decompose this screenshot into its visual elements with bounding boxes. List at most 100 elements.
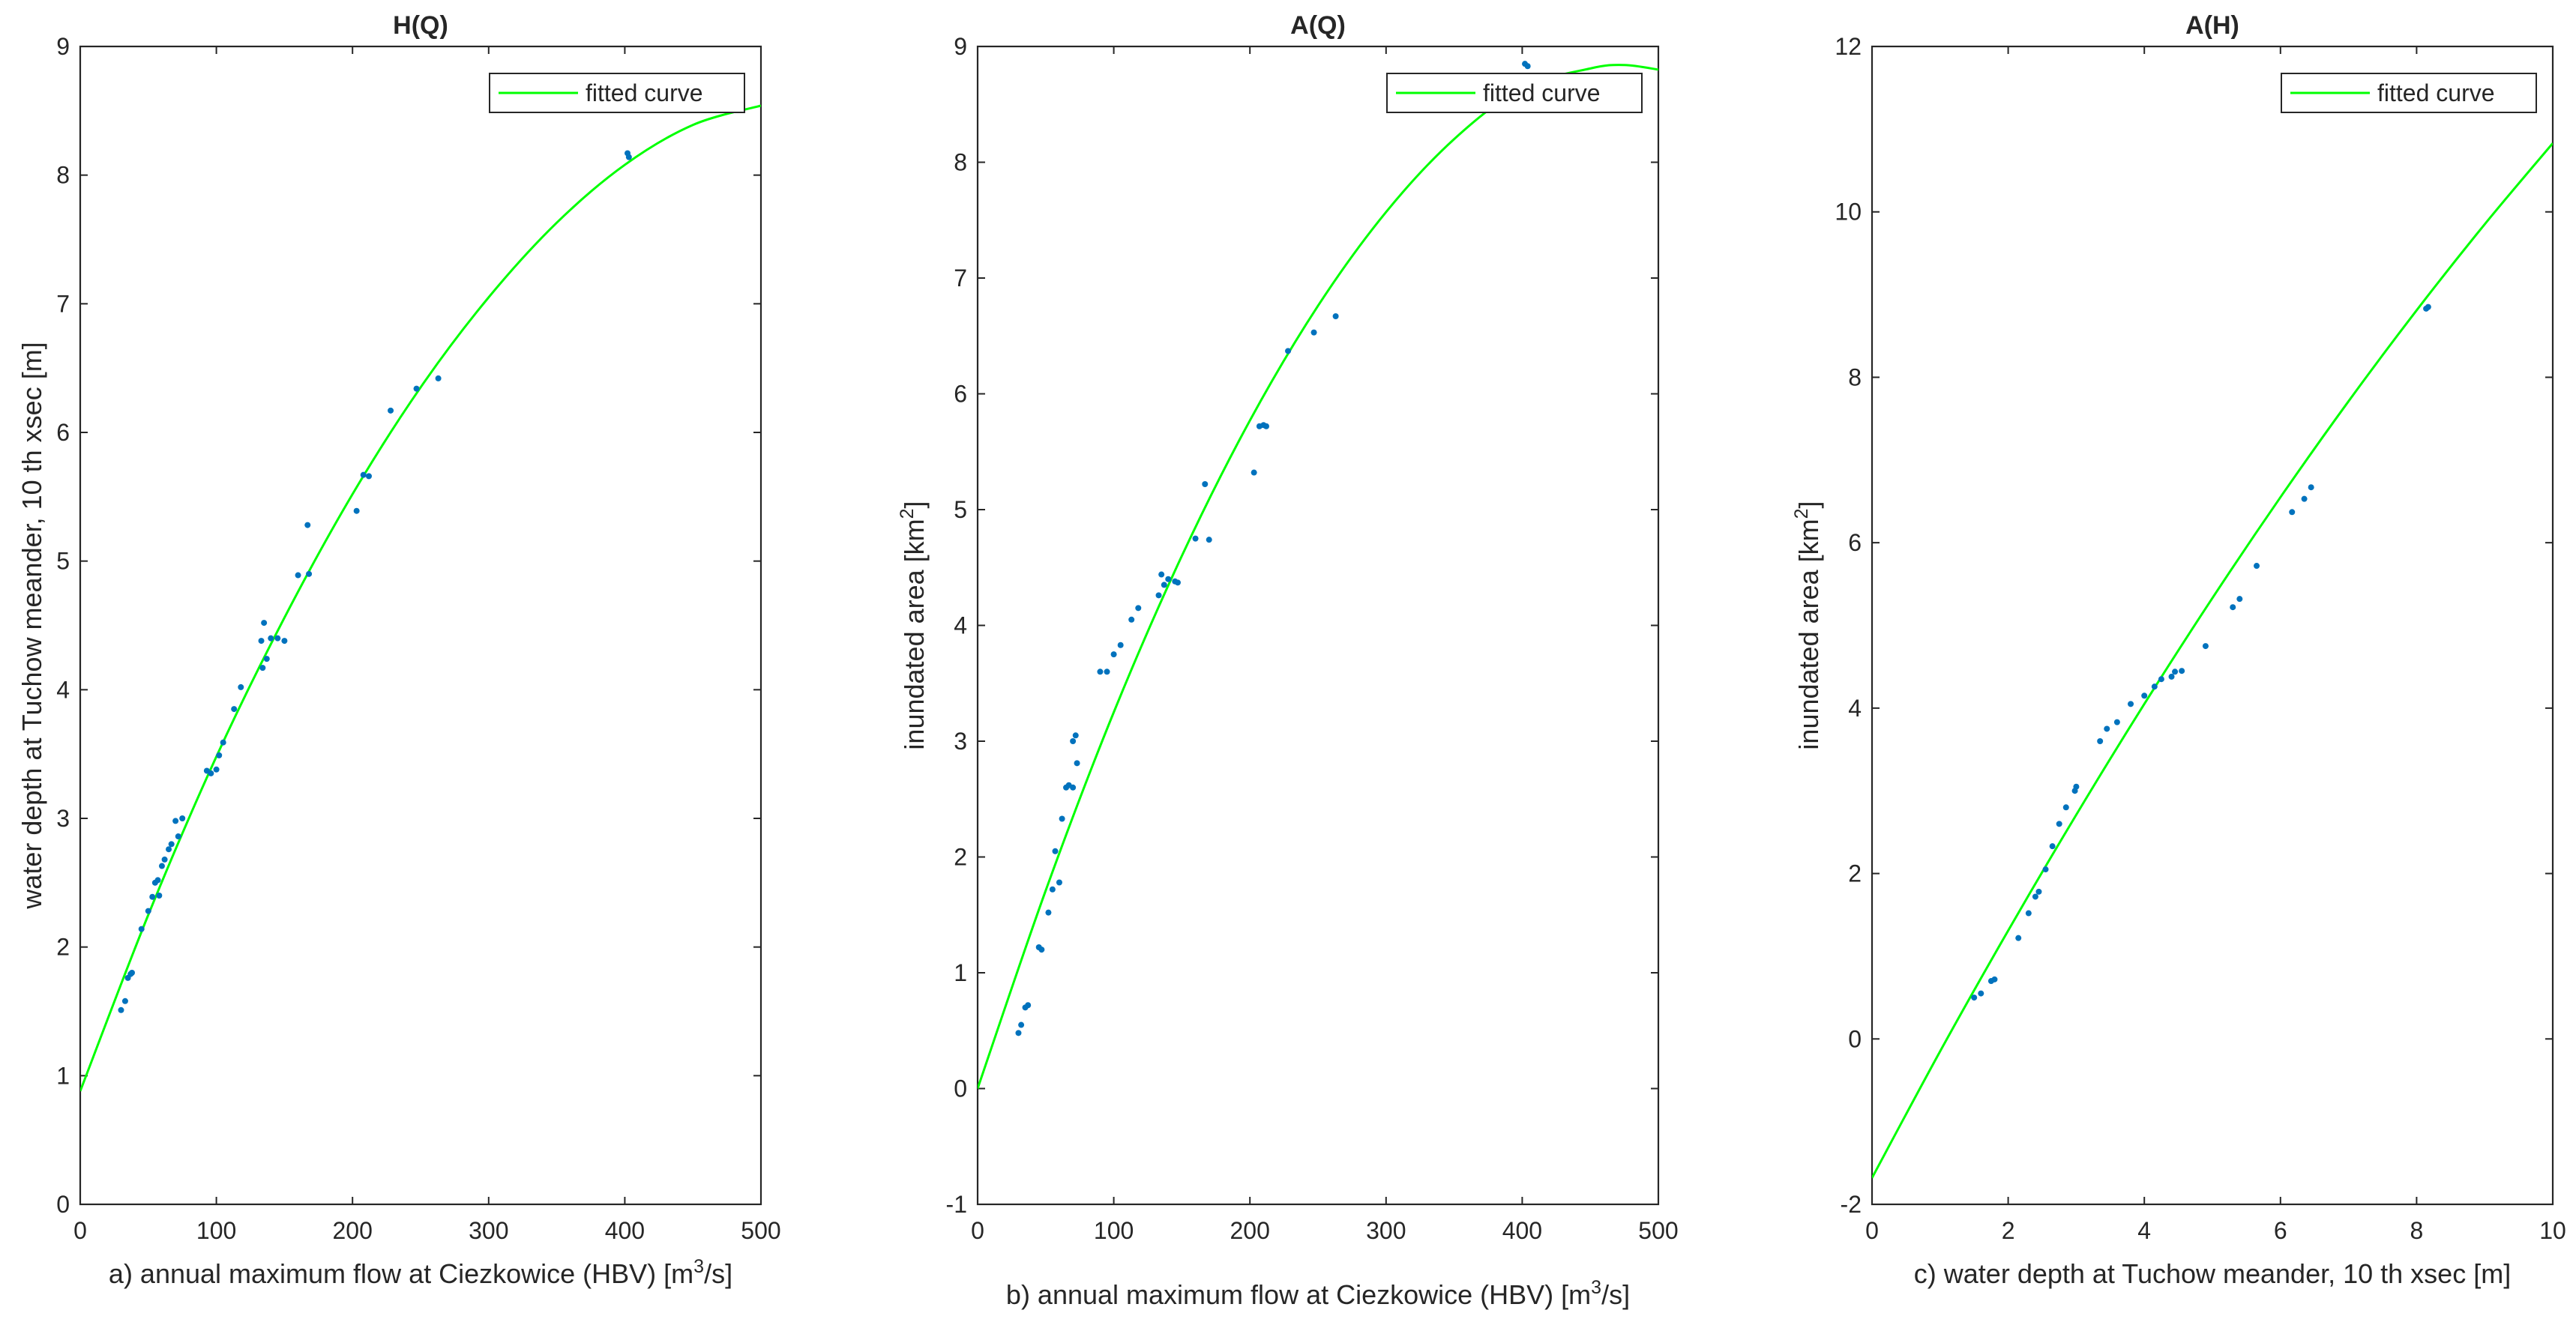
data-point xyxy=(168,841,175,848)
data-point xyxy=(258,638,265,645)
y-tick-label: 8 xyxy=(954,149,967,176)
label-superscript: 3 xyxy=(693,1256,704,1277)
data-point xyxy=(1025,1002,1032,1009)
data-point xyxy=(1524,63,1531,70)
data-point xyxy=(154,877,161,884)
data-point xyxy=(1978,990,1984,997)
data-point xyxy=(216,752,223,758)
data-point xyxy=(2042,866,2049,873)
y-tick-label: 2 xyxy=(1848,860,1862,887)
data-point xyxy=(2015,935,2022,941)
data-point xyxy=(413,385,420,392)
y-tick-label: 0 xyxy=(56,1191,70,1218)
x-axis-label: c) water depth at Tuchow meander, 10 th … xyxy=(1914,1258,2511,1289)
label-superscript: 2 xyxy=(897,508,918,519)
x-tick-label: 0 xyxy=(1865,1217,1879,1244)
data-point xyxy=(1135,605,1142,612)
legend: fitted curve xyxy=(2281,73,2537,113)
x-tick-label: 100 xyxy=(1094,1217,1134,1244)
x-tick-label: 500 xyxy=(741,1217,780,1244)
data-point xyxy=(1097,668,1104,675)
legend-entry: fitted curve xyxy=(2377,79,2495,106)
data-point xyxy=(1991,976,1998,983)
label-suffix: ] xyxy=(1793,501,1824,508)
fitted-curve-line xyxy=(80,104,761,1092)
label-superscript: 3 xyxy=(1591,1277,1601,1298)
x-tick-label: 0 xyxy=(73,1217,87,1244)
x-tick-label: 300 xyxy=(1366,1217,1406,1244)
data-point xyxy=(129,970,136,976)
data-point xyxy=(121,997,128,1004)
data-point xyxy=(1049,886,1056,893)
x-tick-label: 8 xyxy=(2410,1217,2424,1244)
label-prefix: a) annual maximum flow at Ciezkowice (HB… xyxy=(109,1258,693,1289)
data-point xyxy=(2032,893,2038,900)
data-point xyxy=(281,638,288,645)
y-tick-label: 4 xyxy=(954,612,967,639)
data-point xyxy=(1206,537,1212,543)
data-point xyxy=(1072,732,1079,739)
data-point xyxy=(1285,348,1292,354)
data-point xyxy=(1158,571,1165,578)
data-point xyxy=(2168,673,2175,680)
y-tick-label: 2 xyxy=(56,934,70,961)
y-axis-label: inundated area [km2] xyxy=(1791,501,1824,749)
data-point xyxy=(2254,563,2260,570)
data-point xyxy=(2073,783,2080,790)
y-tick-label: 6 xyxy=(954,381,967,408)
y-tick-label: 8 xyxy=(56,162,70,189)
data-point xyxy=(1192,535,1199,542)
y-tick-label: 5 xyxy=(56,548,70,575)
data-point xyxy=(2236,596,2243,603)
x-tick-label: 400 xyxy=(1502,1217,1542,1244)
x-tick-label: 0 xyxy=(971,1217,984,1244)
data-point xyxy=(2141,692,2148,699)
data-point xyxy=(1110,651,1117,658)
data-point xyxy=(172,818,179,824)
data-point xyxy=(161,856,168,863)
data-point xyxy=(118,1006,124,1013)
data-point xyxy=(1015,1030,1022,1036)
label-prefix: c) water depth at Tuchow meander, 10 th … xyxy=(1914,1258,2511,1289)
data-point xyxy=(1332,313,1339,319)
data-point xyxy=(259,665,266,671)
y-tick-label: 0 xyxy=(1848,1025,1862,1052)
x-tick-label: 200 xyxy=(1230,1217,1270,1244)
x-tick-label: 200 xyxy=(333,1217,373,1244)
y-tick-label: 4 xyxy=(1848,695,1862,722)
data-point xyxy=(2158,676,2164,683)
data-point xyxy=(1104,668,1110,675)
data-point xyxy=(220,739,226,746)
data-point xyxy=(1045,909,1052,916)
data-point xyxy=(2049,843,2056,850)
legend: fitted curve xyxy=(489,73,745,113)
legend-entry: fitted curve xyxy=(586,79,703,106)
data-point xyxy=(2179,668,2185,674)
label-prefix: inundated area [km xyxy=(1793,519,1824,749)
data-point xyxy=(388,407,394,414)
data-point xyxy=(1070,784,1077,791)
y-tick-label: -2 xyxy=(1841,1191,1862,1218)
data-point xyxy=(304,522,311,528)
data-point xyxy=(1052,848,1059,854)
data-point xyxy=(1174,579,1181,586)
label-prefix: inundated area [km xyxy=(899,519,930,749)
y-tick-label: 1 xyxy=(56,1062,70,1089)
y-tick-label: -1 xyxy=(946,1191,967,1218)
data-point xyxy=(2151,683,2158,690)
y-tick-label: 3 xyxy=(954,728,967,755)
y-tick-label: 6 xyxy=(56,419,70,446)
x-axis-label: a) annual maximum flow at Ciezkowice (HB… xyxy=(109,1256,732,1289)
data-point xyxy=(625,154,632,160)
data-layer xyxy=(80,104,761,1092)
data-point xyxy=(274,635,281,642)
label-superscript: 2 xyxy=(1791,508,1812,519)
data-point xyxy=(1074,760,1080,767)
data-point xyxy=(2113,719,2120,725)
data-point xyxy=(353,507,360,514)
data-point xyxy=(268,635,274,642)
data-point xyxy=(2035,888,2042,895)
x-tick-label: 400 xyxy=(605,1217,645,1244)
data-point xyxy=(149,893,156,900)
